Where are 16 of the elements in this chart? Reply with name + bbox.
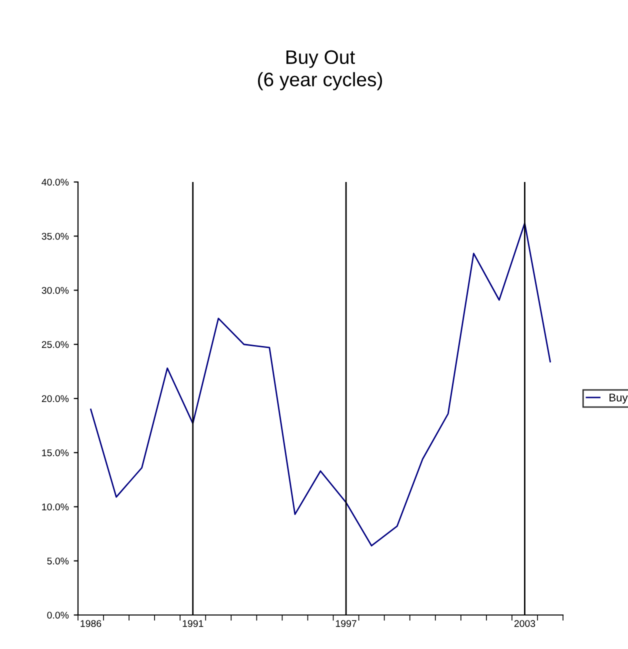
y-tick-label: 15.0% [42,449,69,456]
y-tick-label: 25.0% [42,341,69,348]
x-tick-label: 1986 [80,620,102,627]
x-tick-label: 1997 [336,620,356,627]
legend-label: Buy [610,394,628,404]
y-tick-label: 0.0% [47,612,69,619]
x-tick-label: 1991 [182,620,204,627]
line-series [90,222,551,546]
y-tick-label: 30.0% [42,286,69,294]
chart-title: Buy Out (6 year cycles) [258,50,382,90]
x-tick-label: 2003 [514,620,536,627]
y-tick-label: 5.0% [47,558,69,564]
y-tick-label: 10.0% [42,503,69,510]
y-tick-label: 20.0% [42,395,69,402]
y-tick-label: 40.0% [42,178,69,186]
y-tick-label: 35.0% [42,232,69,240]
